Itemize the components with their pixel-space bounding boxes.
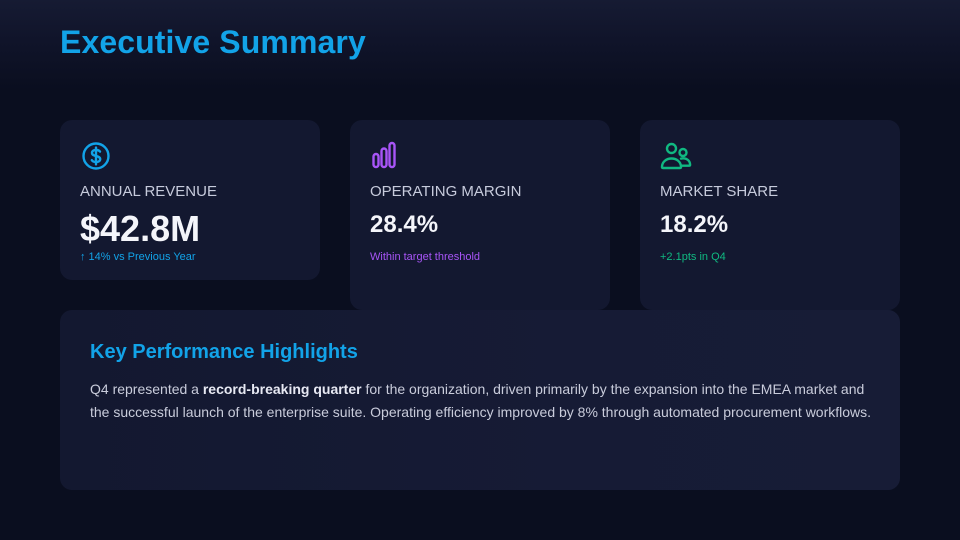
highlights-body-emphasis: record-breaking quarter	[202, 381, 362, 397]
kpi-label: Operating Margin	[370, 183, 522, 200]
highlights-body: Q4 represented a record-breaking quarter…	[90, 378, 880, 423]
kpi-trend-note: ↑ 14% vs Previous Year	[80, 251, 196, 263]
kpi-card-market-share: Market Share 18.2% +2.1pts in Q4	[640, 120, 900, 310]
kpi-value: 18.2%	[660, 211, 729, 238]
kpi-card-operating-margin: Operating Margin 28.4% Within target thr…	[350, 120, 610, 310]
kpi-label: Annual Revenue	[80, 183, 217, 200]
bar-chart-icon	[370, 140, 402, 172]
highlights-panel: Key Performance Highlights Q4 represente…	[60, 310, 900, 490]
highlights-body-intro: Q4 represented a	[90, 381, 203, 397]
highlights-body-rest: for the organization, driven primarily b…	[90, 381, 872, 420]
header-background	[0, 0, 960, 90]
kpi-label: Market Share	[660, 183, 779, 200]
dollar-circle-icon	[80, 140, 112, 172]
kpi-value: 28.4%	[370, 211, 439, 238]
kpi-value: $42.8M	[80, 208, 201, 249]
page-title: Executive Summary	[60, 24, 366, 60]
kpi-change-note: +2.1pts in Q4	[660, 251, 726, 263]
kpi-status-note: Within target threshold	[370, 251, 481, 263]
users-icon	[660, 140, 692, 172]
highlights-title: Key Performance Highlights	[90, 341, 358, 363]
kpi-card-annual-revenue: Annual Revenue $42.8M ↑ 14% vs Previous …	[60, 120, 320, 280]
